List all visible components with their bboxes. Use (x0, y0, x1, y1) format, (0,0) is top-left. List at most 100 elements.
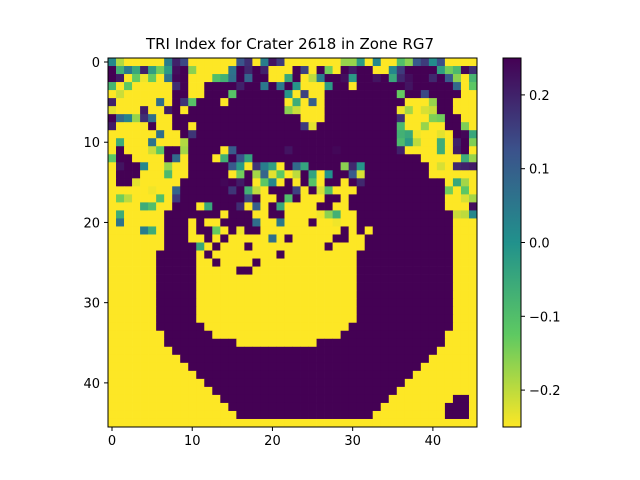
heatmap-cell (156, 386, 165, 396)
heatmap-cell (108, 210, 117, 219)
heatmap-cell (348, 114, 358, 123)
heatmap-cell (116, 274, 125, 283)
heatmap-cell (140, 298, 149, 308)
heatmap-cell (468, 290, 478, 299)
heatmap-cell (204, 274, 213, 283)
heatmap-cell (220, 290, 229, 299)
heatmap-cell (452, 330, 462, 340)
heatmap-cell (372, 98, 382, 107)
heatmap-cell (148, 90, 157, 99)
heatmap-cell (300, 202, 309, 211)
heatmap-cell (268, 186, 277, 195)
heatmap-cell (124, 298, 133, 308)
heatmap-cell (204, 162, 213, 171)
heatmap-cell (364, 178, 374, 187)
heatmap-cell (212, 74, 221, 83)
heatmap-cell (260, 82, 269, 91)
heatmap-cell (132, 202, 141, 211)
heatmap-cell (460, 170, 470, 179)
heatmap-cell (388, 338, 398, 348)
heatmap-cell (436, 410, 446, 420)
heatmap-cell (188, 370, 197, 380)
heatmap-cell (180, 162, 189, 171)
heatmap-cell (340, 258, 349, 267)
heatmap-cell (284, 98, 293, 107)
heatmap-cell (108, 322, 117, 332)
heatmap-cell (212, 418, 221, 428)
heatmap-cell (124, 146, 133, 155)
heatmap-cell (316, 410, 325, 420)
heatmap-cell (132, 114, 141, 123)
heatmap-cell (396, 210, 406, 219)
heatmap-cell (204, 298, 213, 308)
heatmap-cell (244, 90, 253, 99)
heatmap-cell (244, 122, 253, 131)
heatmap-cell (228, 114, 237, 123)
heatmap-cell (300, 314, 309, 324)
heatmap-cell (348, 98, 358, 107)
heatmap-cell (436, 418, 446, 428)
heatmap-cell (452, 210, 462, 219)
heatmap-cell (460, 146, 470, 155)
heatmap-cell (212, 234, 221, 243)
heatmap-cell (180, 322, 189, 332)
heatmap-cell (284, 74, 293, 83)
heatmap-cell (332, 322, 341, 332)
heatmap-cell (444, 130, 454, 139)
heatmap-cell (292, 98, 301, 107)
heatmap-cell (444, 146, 454, 155)
heatmap-cell (332, 394, 341, 404)
heatmap-cell (204, 258, 213, 267)
heatmap-cell (196, 394, 205, 404)
heatmap-cell (116, 410, 125, 420)
heatmap-cell (372, 354, 382, 364)
heatmap-cell (436, 242, 446, 251)
heatmap-cell (116, 314, 125, 324)
heatmap-cell (228, 346, 237, 356)
heatmap-cell (396, 266, 406, 275)
heatmap-cell (212, 114, 221, 123)
heatmap-cell (356, 370, 366, 380)
heatmap-cell (380, 202, 390, 211)
heatmap-cell (380, 250, 390, 259)
heatmap-cell (124, 258, 133, 267)
heatmap-cell (332, 298, 341, 308)
heatmap-cell (268, 346, 277, 356)
heatmap-cell (180, 178, 189, 187)
heatmap-cell (196, 218, 205, 227)
heatmap-cell (188, 74, 197, 83)
heatmap-cell (452, 122, 462, 131)
heatmap-cell (196, 210, 205, 219)
heatmap-cell (140, 402, 149, 412)
heatmap-cell (268, 122, 277, 131)
heatmap-cell (212, 202, 221, 211)
heatmap-cell (148, 346, 157, 356)
heatmap-cell (204, 410, 213, 420)
heatmap-cell (284, 330, 293, 340)
heatmap-cell (268, 274, 277, 283)
heatmap-cell (340, 130, 349, 139)
heatmap-cell (268, 170, 277, 179)
heatmap-cell (292, 298, 301, 308)
heatmap-cell (196, 74, 205, 83)
heatmap-cell (420, 378, 430, 388)
heatmap-cell (220, 410, 229, 420)
heatmap-cell (292, 186, 301, 195)
heatmap-cell (308, 290, 317, 299)
heatmap-cell (436, 74, 446, 83)
heatmap-cell (444, 394, 454, 404)
heatmap-cell (252, 210, 261, 219)
heatmap-cell (420, 74, 430, 83)
heatmap-cell (356, 306, 366, 316)
heatmap-cell (380, 242, 390, 251)
heatmap-cell (180, 330, 189, 340)
heatmap-cell (300, 418, 309, 428)
heatmap-cell (372, 114, 382, 123)
heatmap-cell (132, 378, 141, 388)
heatmap-cell (332, 290, 341, 299)
heatmap-cell (452, 178, 462, 187)
heatmap-cell (388, 418, 398, 428)
heatmap-cell (356, 170, 366, 179)
heatmap-cell (260, 114, 269, 123)
heatmap-cell (188, 186, 197, 195)
